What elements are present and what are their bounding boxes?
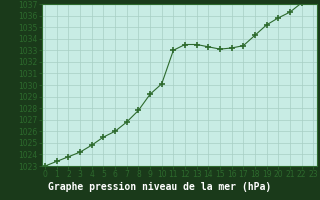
Text: Graphe pression niveau de la mer (hPa): Graphe pression niveau de la mer (hPa)	[48, 181, 272, 192]
